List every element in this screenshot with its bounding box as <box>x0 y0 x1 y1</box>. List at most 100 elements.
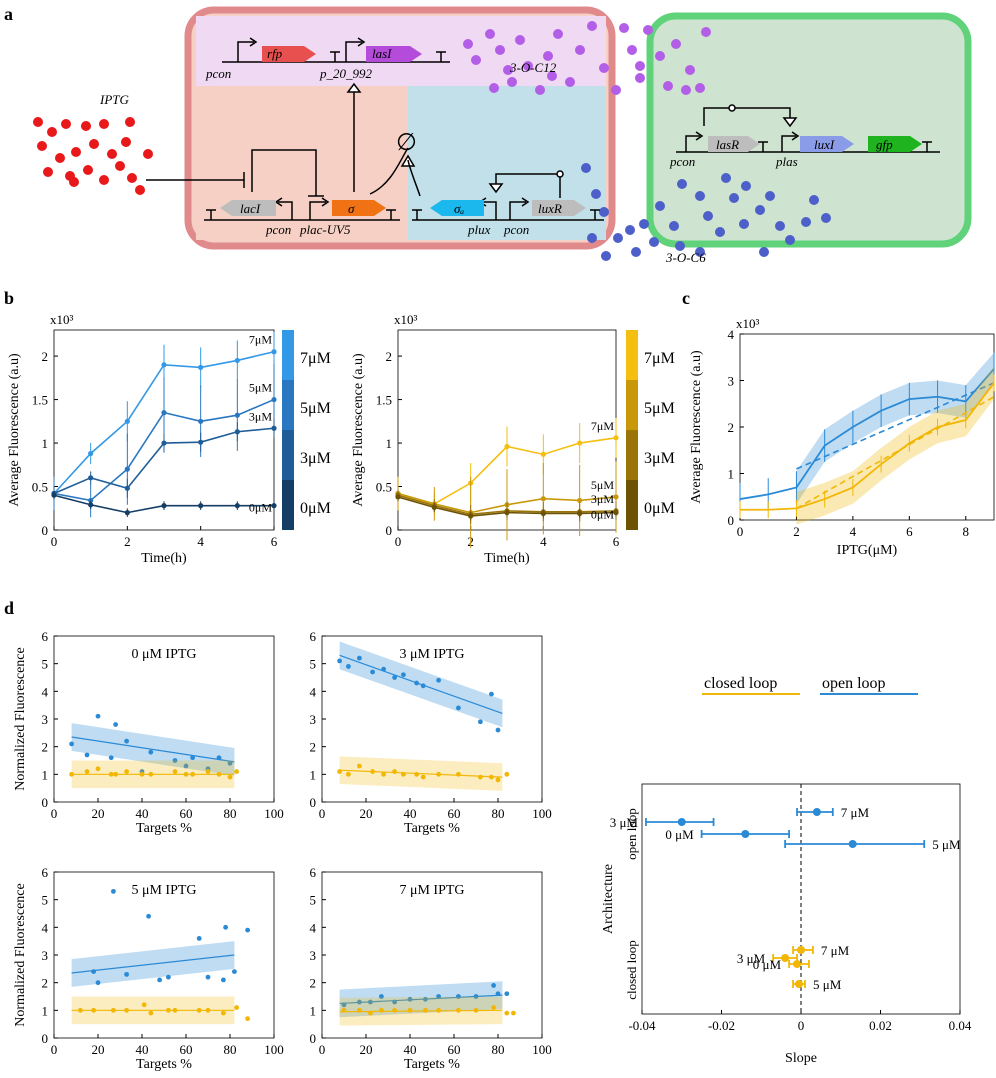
x-tick-label: 8 <box>963 524 970 539</box>
c12-dot <box>701 27 711 37</box>
iptg-dot <box>61 119 71 129</box>
c6-dot <box>785 235 795 245</box>
scatter-point-closed <box>392 769 397 774</box>
y-tick-label: 4 <box>310 920 317 935</box>
scatter-point-closed <box>141 1002 147 1008</box>
iptg-dot <box>33 117 43 127</box>
fit-line-closed <box>339 769 503 778</box>
c6-dot <box>591 189 601 199</box>
scatter-point-open <box>108 755 114 761</box>
c6-dot <box>759 247 769 257</box>
y-tick-label: 4 <box>310 684 317 699</box>
x-tick-label: 60 <box>180 1042 193 1057</box>
c12-dot <box>503 65 513 75</box>
iptg-dot <box>55 153 65 163</box>
colorbar-label: 0μM <box>644 500 675 517</box>
scatter-point-closed <box>346 771 351 777</box>
scatter-point-closed <box>183 771 189 777</box>
x-tick-label: 0.04 <box>949 1018 972 1033</box>
luxR-gene <box>532 200 586 216</box>
y-axis-label: Average Fluorescence (a.u) <box>689 350 704 504</box>
x-tick-label: 4 <box>540 534 547 549</box>
series-end-label: 5μM <box>591 478 614 492</box>
x-tick-label: 100 <box>264 806 284 821</box>
x-tick-label: 0 <box>395 534 402 549</box>
scatter-point-closed <box>78 1007 83 1013</box>
scatter-point-open <box>232 969 237 974</box>
colorbar-swatch <box>282 380 294 430</box>
plas-label: plas <box>775 154 798 169</box>
x-tick-label: 60 <box>180 806 193 821</box>
c12-dot <box>671 39 681 49</box>
c12-dot <box>543 51 553 61</box>
scatter-point-closed <box>381 771 386 777</box>
y-tick-label: 6 <box>42 865 49 880</box>
x-tick-label: 0 <box>319 806 326 821</box>
x-axis-label: Slope <box>785 1051 817 1066</box>
slope-point-closed <box>797 946 805 954</box>
y-tick-label: 1 <box>42 767 49 782</box>
y-tick-label: 2 <box>42 740 49 755</box>
y-axis-label: Architecture <box>601 864 616 934</box>
y-tick-label: 2 <box>42 349 49 364</box>
lasR-text: lasR <box>716 137 739 152</box>
x-tick-label: 80 <box>224 806 237 821</box>
axis-exponent: x10³ <box>736 316 760 331</box>
y-tick-label: 4 <box>42 684 49 699</box>
colorbar-label: 5μM <box>300 400 331 417</box>
colorbar-label: 3μM <box>644 450 675 467</box>
c12-dot <box>643 25 653 35</box>
x-tick-label: 100 <box>264 1042 284 1057</box>
x-tick-label: 60 <box>448 806 461 821</box>
plot-title: 7 μM IPTG <box>399 883 464 898</box>
x-tick-label: 0 <box>798 1018 805 1033</box>
c12-dot <box>553 29 563 39</box>
iptg-molecules <box>33 117 153 195</box>
y-tick-label: 0 <box>728 513 735 528</box>
iptg-label: IPTG <box>99 92 130 107</box>
y-tick-label: 0 <box>42 523 49 538</box>
c6-dot <box>755 205 765 215</box>
c12-dot <box>695 83 705 93</box>
y-axis-label: Normalized Fluorescence <box>13 647 28 790</box>
lacI-text: lacI <box>240 201 261 216</box>
series-end-label: 0μM <box>591 508 614 522</box>
y-tick-label: 2 <box>310 740 317 755</box>
scatter-point-closed <box>172 769 178 774</box>
receiver-cell <box>646 12 972 248</box>
scatter-point-open <box>478 719 483 725</box>
scatter-point-open <box>473 994 479 999</box>
scatter-point-closed <box>423 1007 428 1013</box>
x-tick-label: 20 <box>360 1042 373 1057</box>
c12-dot <box>471 55 481 65</box>
panel-letter-d: d <box>4 598 14 618</box>
scatter-point-open <box>392 675 397 680</box>
scatter-point-closed <box>221 1010 226 1016</box>
c6-dot <box>581 163 591 173</box>
scatter-point-closed <box>166 1007 171 1013</box>
y-tick-label: 5 <box>310 893 317 908</box>
colorbar-swatch <box>282 430 294 480</box>
y-tick-label: 0.5 <box>32 480 48 495</box>
scatter-point-closed <box>190 771 196 777</box>
c6-dot <box>741 181 751 191</box>
scatter-point-closed <box>234 1005 240 1010</box>
antisigma-gene <box>430 200 484 216</box>
series-end-label: 7μM <box>249 333 272 347</box>
c12-dot <box>565 77 575 87</box>
x-axis-label: Targets % <box>404 821 460 836</box>
y-axis-label: Average Fluorescence (a.u) <box>7 353 22 507</box>
gfp-gene <box>868 136 922 152</box>
scatter-point-open <box>370 669 375 675</box>
scatter-point-open <box>456 994 461 999</box>
x-tick-label: 2 <box>124 534 131 549</box>
y-tick-label: 0 <box>310 1031 317 1046</box>
series-end-label: 3μM <box>249 409 272 423</box>
x-axis-label: Time(h) <box>141 551 187 566</box>
c12-dot <box>681 85 691 95</box>
scatter-point-closed <box>124 1007 129 1013</box>
panel-letter-b: b <box>4 288 14 308</box>
slope-label: 5 μM <box>932 837 961 852</box>
iptg-dot <box>115 161 125 171</box>
slope-label: 3 μM <box>610 815 639 830</box>
